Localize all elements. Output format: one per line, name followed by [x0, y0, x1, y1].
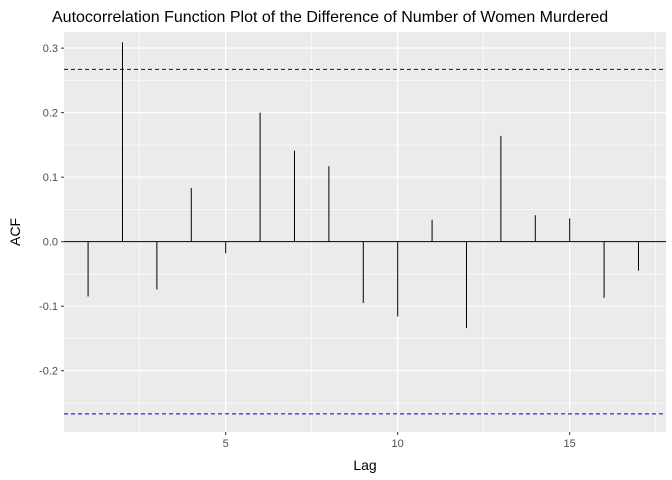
x-axis-title: Lag [353, 457, 376, 473]
y-tick-label: -0.2 [39, 366, 58, 378]
minor-gridlines [64, 32, 666, 432]
y-tick-label: 0.1 [43, 172, 58, 184]
x-axis-ticks: 5 10 15 [223, 432, 576, 450]
acf-bars [87, 42, 639, 329]
y-axis-title: ACF [7, 218, 23, 246]
y-tick-label: 0.2 [43, 108, 58, 120]
y-tick-label: 0.3 [43, 43, 58, 55]
y-tick-label: 0.0 [43, 237, 58, 249]
x-tick-label: 15 [564, 438, 576, 450]
y-tick-label: -0.1 [39, 301, 58, 313]
confidence-bounds [64, 68, 666, 415]
x-tick-label: 10 [392, 438, 404, 450]
chart-title: Autocorrelation Function Plot of the Dif… [52, 9, 608, 26]
plot-panel [64, 32, 666, 432]
y-axis-ticks: -0.2 -0.1 0.0 0.1 0.2 0.3 [39, 43, 64, 378]
x-tick-label: 5 [223, 438, 229, 450]
